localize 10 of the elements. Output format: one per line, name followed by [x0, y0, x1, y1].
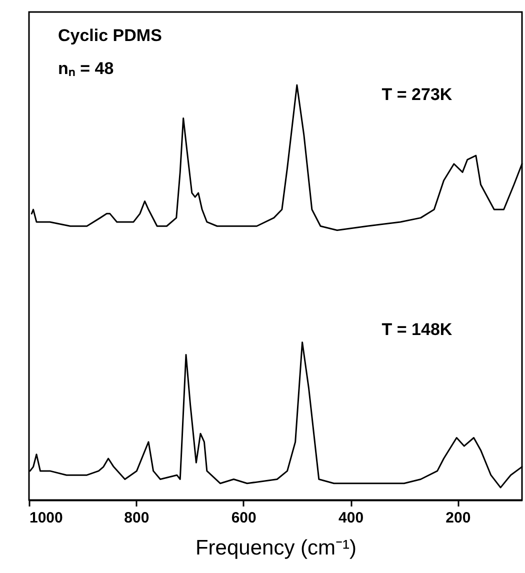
x-tick-label: 800	[124, 510, 150, 526]
annotation: T = 273K	[382, 85, 453, 104]
x-tick-label: 400	[338, 510, 364, 526]
annotation: T = 148K	[382, 320, 453, 339]
text: nₙ = 48	[58, 59, 114, 78]
x-tick-label: 600	[231, 510, 256, 526]
x-tick-label: 200	[446, 510, 471, 526]
x-axis-title: Frequency (cm⁻¹)	[195, 536, 357, 560]
text: Cyclic PDMS	[58, 26, 162, 45]
x-tick-label: 1000	[30, 510, 63, 526]
